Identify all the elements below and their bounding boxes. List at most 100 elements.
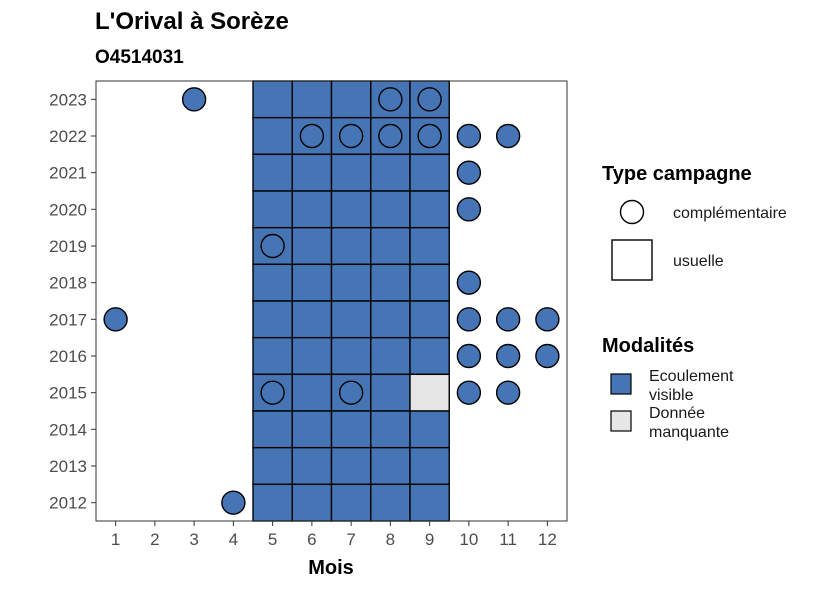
tile-usuelle-2021-8 <box>370 153 411 192</box>
point-complementaire-2023-8 <box>378 87 403 112</box>
legend-label-modalite-2: Donnée <box>649 405 705 422</box>
point-complementaire-2016-11 <box>495 343 521 369</box>
tile-usuelle-2017-9 <box>409 300 450 339</box>
tile-usuelle-2012-8 <box>370 483 411 522</box>
tile-usuelle-2014-9 <box>409 410 450 449</box>
tile-usuelle-2018-9 <box>409 263 450 302</box>
tile-usuelle-2012-5 <box>252 483 293 522</box>
legend-key-complementaire <box>619 199 645 225</box>
tile-usuelle-2017-7 <box>330 300 372 339</box>
point-complementaire-2018-10 <box>456 270 482 295</box>
y-tick-label: 2018 <box>49 274 87 293</box>
tile-usuelle-2014-5 <box>252 410 293 449</box>
tile-usuelle-2021-6 <box>291 153 333 192</box>
tile-usuelle-2020-5 <box>252 190 293 229</box>
legend-label-modalite-2: manquante <box>649 424 729 441</box>
x-tick-label: 7 <box>346 530 355 549</box>
legend-key-usuelle <box>611 239 653 281</box>
point-complementaire-2023-9 <box>417 87 442 112</box>
point-complementaire-2012-4 <box>221 490 246 515</box>
x-tick-label: 8 <box>386 530 395 549</box>
legend-label-modalite-1: Ecoulement <box>649 368 734 385</box>
point-complementaire-2015-5 <box>260 380 285 405</box>
tile-usuelle-2018-6 <box>291 263 333 302</box>
point-complementaire-2022-6 <box>299 123 325 149</box>
x-tick-label: 5 <box>268 530 277 549</box>
tile-usuelle-2014-8 <box>370 410 411 449</box>
tile-usuelle-2016-5 <box>252 336 293 376</box>
x-tick-label: 6 <box>307 530 316 549</box>
tile-usuelle-2021-9 <box>409 153 450 192</box>
y-tick-label: 2020 <box>49 200 87 219</box>
chart-subtitle: O4514031 <box>95 47 184 68</box>
tile-usuelle-2017-8 <box>370 300 411 339</box>
tile-usuelle-2016-6 <box>291 336 333 376</box>
point-complementaire-2017-12 <box>535 307 560 332</box>
legend-title-type: Type campagne <box>602 163 752 185</box>
y-tick-label: 2012 <box>49 494 87 513</box>
tile-usuelle-2022-5 <box>252 116 293 156</box>
point-complementaire-2015-11 <box>495 380 521 405</box>
tile-usuelle-2012-7 <box>330 483 372 522</box>
tile-usuelle-2016-7 <box>330 336 372 376</box>
y-tick-label: 2013 <box>49 457 87 476</box>
y-tick-label: 2023 <box>49 90 87 109</box>
point-complementaire-2017-1 <box>103 307 128 332</box>
tile-usuelle-2013-6 <box>291 446 333 486</box>
tile-usuelle-2017-6 <box>291 300 333 339</box>
tile-usuelle-2016-9 <box>409 336 450 376</box>
y-tick-label: 2021 <box>49 164 87 183</box>
point-complementaire-2022-9 <box>417 123 442 149</box>
tile-usuelle-2020-6 <box>291 190 333 229</box>
tile-usuelle-2018-5 <box>252 263 293 302</box>
legend-label-modalite-1: visible <box>649 387 694 404</box>
legend-key-modalite-1 <box>610 373 632 395</box>
tile-usuelle-2023-7 <box>330 80 372 119</box>
point-complementaire-2022-7 <box>338 123 364 149</box>
y-tick-label: 2022 <box>49 127 87 146</box>
y-axis: 2012 2013 2014 2015 2016 2017 2018 2019 2020 2021… <box>49 90 96 513</box>
tile-usuelle-2015-9 <box>409 373 450 412</box>
point-complementaire-2021-10 <box>456 160 482 185</box>
tile-usuelle-2019-7 <box>330 226 372 266</box>
point-complementaire-2023-3 <box>181 87 207 112</box>
y-tick-label: 2014 <box>49 420 87 439</box>
tile-usuelle-2019-9 <box>409 226 450 266</box>
tile-usuelle-2013-9 <box>409 446 450 486</box>
point-complementaire-2016-12 <box>535 343 560 369</box>
x-tick-label: 9 <box>425 530 434 549</box>
legend-label-usuelle: usuelle <box>673 253 724 270</box>
point-complementaire-2017-11 <box>495 307 521 332</box>
x-tick-label: 2 <box>150 530 159 549</box>
legend-key-modalite-2 <box>610 410 632 432</box>
point-complementaire-2016-10 <box>456 343 482 369</box>
tile-usuelle-2015-8 <box>370 373 411 412</box>
tile-usuelle-2020-9 <box>409 190 450 229</box>
x-tick-label: 12 <box>538 530 557 549</box>
tile-usuelle-2021-5 <box>252 153 293 192</box>
legend-title-modalites: Modalités <box>602 335 694 357</box>
tile-usuelle-2016-8 <box>370 336 411 376</box>
point-complementaire-2017-10 <box>456 307 482 332</box>
tile-usuelle-2023-5 <box>252 80 293 119</box>
y-tick-label: 2015 <box>49 384 87 403</box>
tile-usuelle-2015-5 <box>252 373 293 412</box>
y-tick-label: 2017 <box>49 310 87 329</box>
point-complementaire-2022-8 <box>378 123 403 149</box>
tile-usuelle-2019-8 <box>370 226 411 266</box>
point-complementaire-2022-11 <box>495 123 521 149</box>
point-complementaire-2020-10 <box>456 197 482 222</box>
tile-usuelle-2020-7 <box>330 190 372 229</box>
point-complementaire-2015-7 <box>338 380 364 405</box>
tile-usuelle-2020-8 <box>370 190 411 229</box>
tile-usuelle-2019-6 <box>291 226 333 266</box>
plot-area <box>95 80 568 522</box>
x-tick-label: 3 <box>189 530 198 549</box>
panel-border <box>95 80 568 522</box>
y-tick-label: 2019 <box>49 237 87 256</box>
legend-label-complementaire: complémentaire <box>673 205 787 222</box>
tile-usuelle-2014-7 <box>330 410 372 449</box>
point-complementaire-2019-5 <box>260 233 285 259</box>
tile-usuelle-2013-7 <box>330 446 372 486</box>
